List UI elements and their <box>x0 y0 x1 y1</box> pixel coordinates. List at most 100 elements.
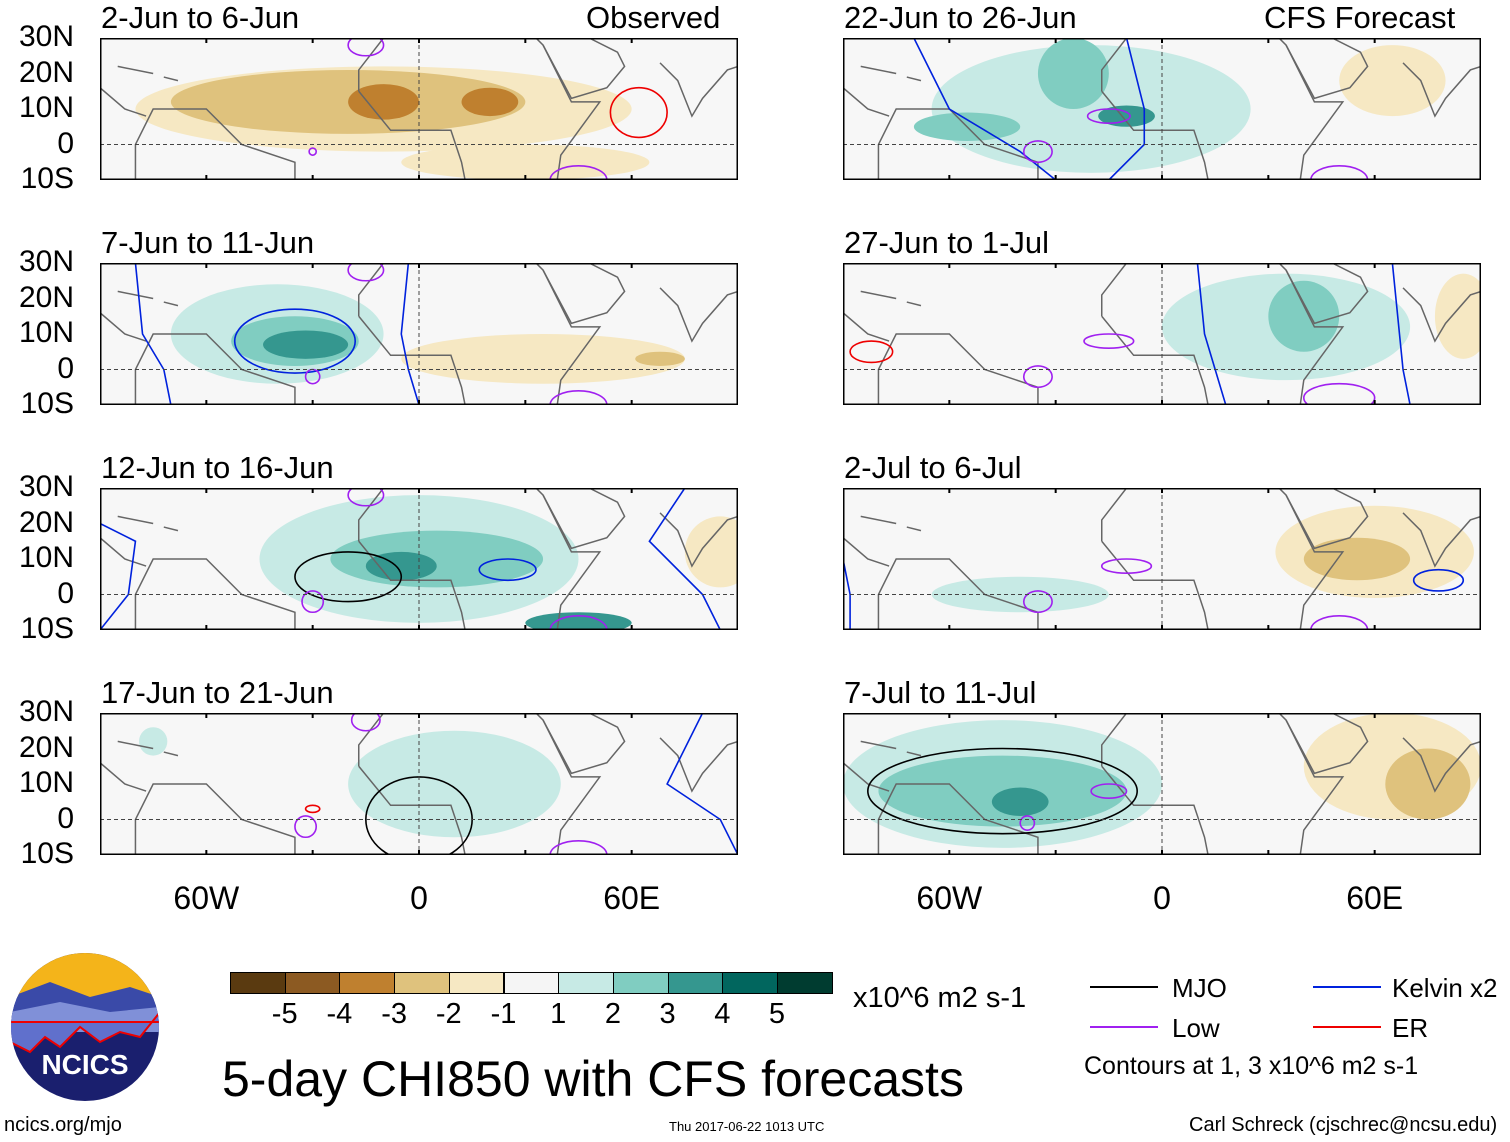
coastline <box>1100 38 1345 180</box>
coastline <box>1285 38 1369 100</box>
map-panel <box>100 713 738 855</box>
coastline <box>358 315 466 405</box>
kelvin-contour <box>1391 263 1411 405</box>
low-contour <box>1086 108 1131 124</box>
coastline <box>659 62 738 118</box>
colorbar-unit: x10^6 m2 s-1 <box>853 982 1027 1014</box>
coastline <box>542 488 626 550</box>
colorbar-swatch <box>612 972 669 994</box>
low-contour <box>549 165 608 180</box>
low-contour <box>1310 615 1369 630</box>
coastline <box>100 87 147 117</box>
colorbar-swatch <box>558 972 614 994</box>
coastline <box>1100 263 1345 405</box>
map-panel <box>843 263 1481 405</box>
lon-tick-label: 0 <box>1153 880 1171 916</box>
legend-kelvin: Kelvin x2 <box>1392 973 1498 1003</box>
map-panel <box>843 713 1481 855</box>
low-contour <box>347 38 385 57</box>
panel-title: 2-Jul to 6-Jul <box>844 450 1022 485</box>
website-link[interactable]: ncics.org/mjo <box>4 1114 122 1136</box>
lat-tick-label: 30N <box>18 470 74 503</box>
er-line <box>1313 1026 1381 1028</box>
coastline <box>163 526 179 532</box>
coastline <box>843 537 890 567</box>
anomaly-shading <box>635 351 685 366</box>
coastline <box>357 488 602 630</box>
coastline <box>906 751 922 757</box>
colorbar-tick-label: 1 <box>550 998 567 1030</box>
map-panel <box>100 488 738 630</box>
coastline <box>117 515 154 525</box>
coastline <box>117 290 154 300</box>
coastline <box>542 38 626 100</box>
er-contour <box>609 86 668 139</box>
colorbar-tick-label: 2 <box>604 998 621 1030</box>
coastline <box>860 515 897 525</box>
map-panel <box>100 38 738 180</box>
colorbar-tick-label: 5 <box>768 998 786 1030</box>
anomaly-shading <box>1303 537 1411 581</box>
timestamp: Thu 2017-06-22 1013 UTC <box>669 1119 825 1134</box>
observed-label: Observed <box>586 0 721 35</box>
anomaly-shading <box>1098 105 1155 127</box>
colorbar-swatch <box>284 972 341 994</box>
anomaly-shading <box>931 45 1251 173</box>
coastline <box>1285 263 1369 325</box>
lon-tick-label: 60E <box>603 880 661 916</box>
coastline <box>1402 62 1481 118</box>
lat-tick-label: 20N <box>18 730 74 764</box>
coastline <box>1402 737 1481 793</box>
lat-tick-label: 10N <box>18 541 74 574</box>
ncics-logo: NCICS <box>11 953 159 1101</box>
low-contour <box>1310 165 1369 180</box>
anomaly-shading <box>1268 280 1340 352</box>
coastline <box>117 65 154 75</box>
contour-note: Contours at 1, 3 x10^6 m2 s-1 <box>1084 1052 1419 1080</box>
low-line <box>1090 1026 1158 1028</box>
anomaly-shading <box>348 730 561 838</box>
map-panel <box>843 488 1481 630</box>
coastline <box>1101 90 1209 180</box>
panel-title: 17-Jun to 21-Jun <box>101 675 334 710</box>
colorbar-swatch <box>230 972 286 994</box>
colorbar-swatch <box>667 972 724 994</box>
low-contour <box>301 590 325 614</box>
coastline <box>163 301 179 307</box>
kelvin-contour <box>100 522 137 630</box>
coastline <box>1402 512 1481 568</box>
legend-low: Low <box>1172 1013 1220 1043</box>
coastline <box>1101 315 1209 405</box>
kelvin-contour <box>134 263 172 405</box>
kelvin-contour <box>666 713 738 855</box>
coastline <box>860 65 897 75</box>
low-contour <box>350 713 381 732</box>
coastline <box>357 263 602 405</box>
coastline <box>843 87 890 117</box>
anomaly-shading <box>1037 38 1109 109</box>
colorbar-swatch <box>777 972 833 994</box>
panel-title: 7-Jul to 11-Jul <box>844 675 1037 710</box>
coastline <box>163 76 179 82</box>
coastline <box>357 38 602 180</box>
coastline <box>906 526 922 532</box>
lat-tick-label: 0 <box>57 576 74 610</box>
low-contour <box>549 615 608 630</box>
coastline <box>843 762 890 792</box>
figure-title: 5-day CHI850 with CFS forecasts <box>222 1051 964 1107</box>
coastline <box>860 740 897 750</box>
map-panel <box>100 263 738 405</box>
coastline <box>100 537 147 567</box>
low-contour <box>347 488 385 507</box>
map-panel <box>843 38 1481 180</box>
lat-tick-label: 30N <box>18 20 74 53</box>
colorbar-swatch <box>394 972 450 994</box>
low-contour <box>347 263 385 282</box>
coastline <box>542 713 626 775</box>
lat-tick-label: 10N <box>18 316 74 349</box>
mjo-contour <box>294 551 403 603</box>
colorbar-tick-label: -5 <box>271 998 298 1030</box>
colorbar-swatch <box>339 972 396 994</box>
panel-title: 7-Jun to 11-Jun <box>101 225 315 260</box>
lat-tick-label: 0 <box>57 351 74 385</box>
